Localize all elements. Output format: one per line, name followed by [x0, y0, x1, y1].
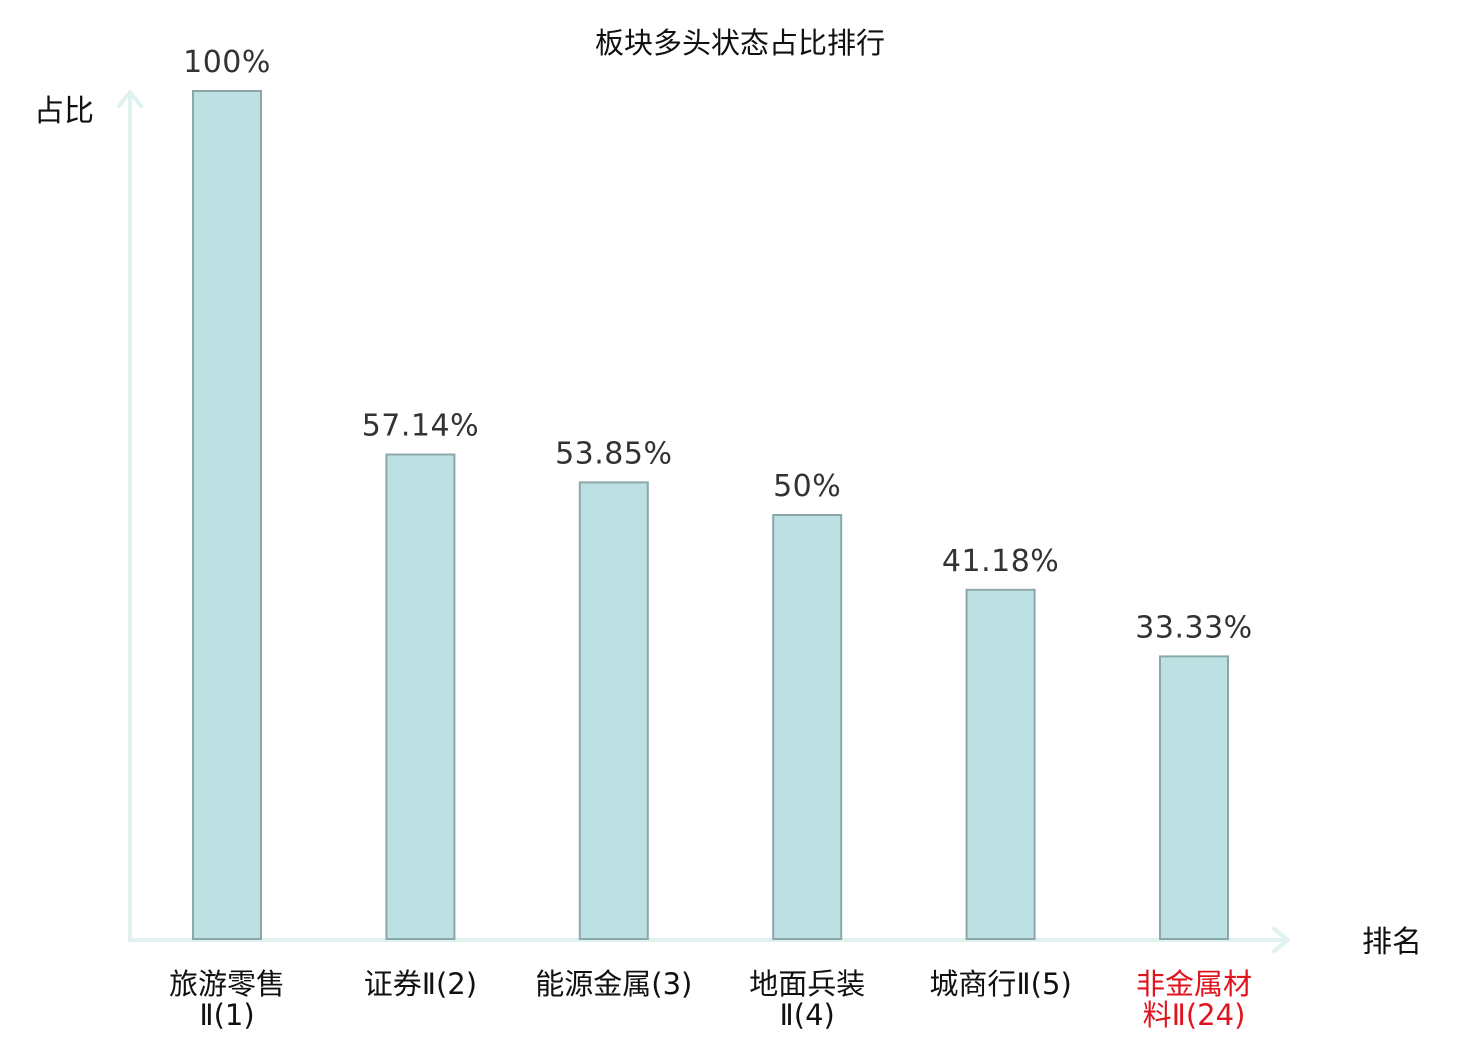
bar-3 — [578, 481, 649, 940]
axes — [117, 90, 1290, 953]
bar-1 — [192, 90, 262, 940]
value-label-1: 100% — [183, 45, 271, 80]
y-axis-arrow — [117, 90, 143, 108]
y-axis-label: 占比 — [34, 94, 94, 129]
category-labels: 旅游零售 Ⅱ(1) 证券Ⅱ(2) 能源金属(3) 地面兵装 Ⅱ(4) 城商行Ⅱ(5) 非金属材… — [169, 967, 1252, 1032]
x-tick-label-3: 能源金属(3) — [535, 967, 692, 1001]
value-label-6: 33.33% — [1135, 610, 1252, 645]
x-tick-label-line: 城商行Ⅱ(5) — [929, 967, 1071, 1001]
x-axis-arrow — [1272, 927, 1290, 953]
x-tick-label-5: 城商行Ⅱ(5) — [929, 967, 1071, 1001]
value-labels: 100% 57.14% 53.85% 50% 41.18% 33.33% — [183, 45, 1252, 645]
value-label-2: 57.14% — [362, 409, 479, 444]
x-tick-label-6: 非金属材料Ⅱ(24) — [1136, 967, 1252, 1032]
x-tick-label-line: 地面兵装 — [749, 967, 865, 1001]
x-tick-label-line: Ⅱ(4) — [780, 998, 835, 1032]
chart-title: 板块多头状态占比排行 — [595, 26, 885, 60]
x-tick-label-1: 旅游零售 Ⅱ(1) — [169, 967, 285, 1032]
bar-5 — [965, 588, 1036, 940]
x-axis-label: 排名 — [1362, 925, 1422, 960]
x-tick-label-line: 能源金属(3) — [535, 967, 692, 1001]
x-tick-label-line: 证券Ⅱ(2) — [364, 967, 477, 1001]
value-label-3: 53.85% — [555, 436, 672, 471]
bar-4 — [772, 514, 843, 940]
x-tick-label-line: 料Ⅱ(24) — [1143, 998, 1246, 1032]
bar-2 — [385, 453, 456, 940]
x-tick-label-line: 旅游零售 — [169, 967, 285, 1001]
x-tick-label-line: 非金属材 — [1136, 967, 1252, 1001]
bar-series — [192, 90, 1229, 941]
value-label-4: 50% — [773, 469, 841, 504]
value-label-5: 41.18% — [942, 544, 1059, 579]
x-tick-label-2: 证券Ⅱ(2) — [364, 967, 477, 1001]
x-tick-label-4: 地面兵装 Ⅱ(4) — [749, 967, 865, 1032]
x-tick-label-line: Ⅱ(1) — [199, 998, 254, 1032]
bar-6 — [1159, 655, 1229, 941]
